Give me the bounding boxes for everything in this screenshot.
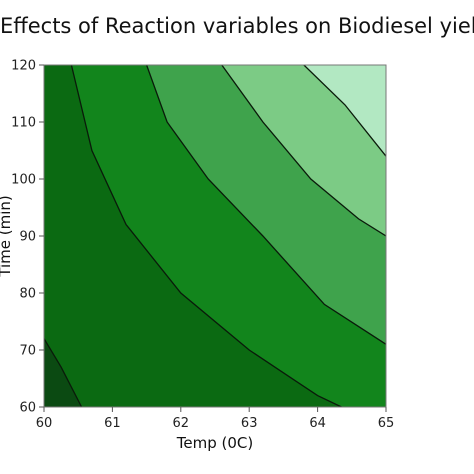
contour-line-4: [221, 65, 386, 237]
contour-line-3: [145, 65, 386, 345]
y-axis-label: Time (min): [0, 195, 14, 277]
x-axis: 60 61 62 63 64 65: [36, 407, 395, 431]
x-axis-label: Temp (0C): [176, 434, 253, 452]
y-tick-label: 90: [19, 230, 36, 245]
x-tick-label: 63: [241, 416, 258, 431]
y-tick-label: 70: [19, 344, 36, 359]
contour-line-5: [303, 65, 386, 157]
x-tick-label: 65: [378, 416, 395, 431]
y-tick-label: 110: [11, 116, 36, 131]
contour-bands: [44, 65, 386, 407]
y-axis: 60 70 80 90 100 110 120: [11, 59, 44, 416]
chart-title: Effects of Reaction variables on Biodies…: [0, 14, 474, 38]
contour-line-1: [44, 338, 83, 407]
contour-lines: [44, 65, 386, 407]
y-tick-label: 80: [19, 287, 36, 302]
x-tick-label: 61: [104, 416, 121, 431]
contour-band-4: [221, 65, 386, 236]
contour-line-2: [70, 65, 342, 407]
x-tick-label: 60: [36, 416, 53, 431]
contour-band-5: [303, 65, 386, 157]
y-tick-label: 120: [11, 59, 36, 74]
y-tick-label: 100: [11, 173, 36, 188]
x-tick-label: 62: [173, 416, 190, 431]
x-tick-label: 64: [309, 416, 326, 431]
y-tick-label: 60: [19, 401, 36, 416]
